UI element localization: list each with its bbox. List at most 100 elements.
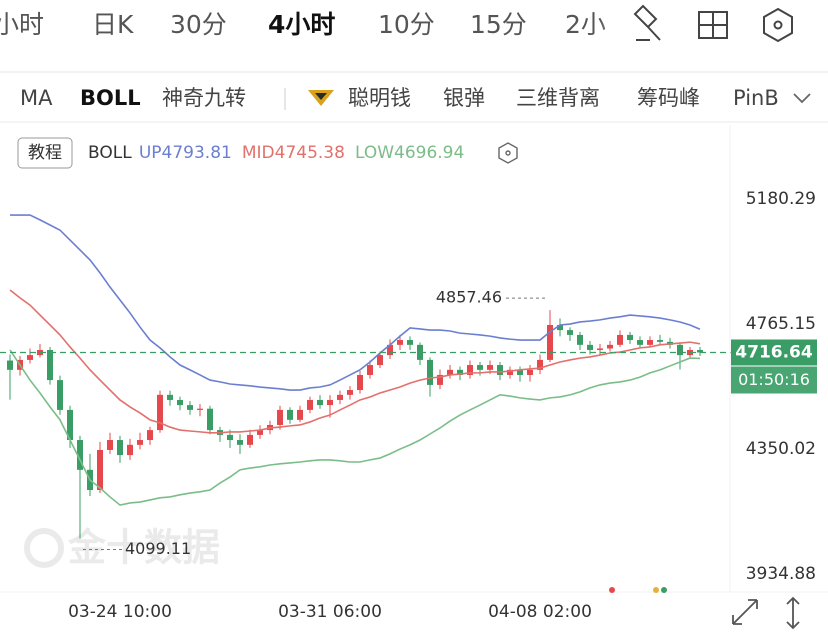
tab-bar: 小时 日K 30分 4小时 10分 15分 2小 <box>0 10 606 39</box>
tutorial-label[interactable]: 教程 <box>28 143 62 163</box>
band-line <box>10 214 701 391</box>
candle-body <box>227 434 233 441</box>
candle-body <box>127 444 133 456</box>
candle-body <box>57 380 63 410</box>
event-dot[interactable] <box>661 587 667 593</box>
candle-body <box>117 440 123 456</box>
tutorial-button[interactable] <box>17 137 73 169</box>
candle-body <box>497 365 503 375</box>
candle-body <box>427 359 433 385</box>
tab[interactable]: 小时 <box>0 10 44 39</box>
indicator[interactable]: 三维背离 <box>516 86 600 110</box>
layout-icon[interactable] <box>698 11 728 39</box>
indicator[interactable]: PinB <box>733 86 779 110</box>
candle-body <box>27 355 33 360</box>
y-tick-label: 3934.88 <box>746 564 816 584</box>
candle-body <box>507 369 513 375</box>
indicator[interactable]: MA <box>20 86 53 110</box>
candle-body <box>287 409 293 420</box>
min-label: 4099.11 <box>125 539 191 558</box>
y-tick-label: 5180.29 <box>746 189 816 209</box>
candle-body <box>137 440 143 445</box>
candle-body <box>467 365 473 375</box>
candle-body <box>627 334 633 341</box>
candle-body <box>587 344 593 350</box>
price-box <box>731 339 817 366</box>
candle-body <box>577 334 583 345</box>
tab[interactable]: 日K <box>92 10 134 39</box>
legend-value: 4745.38 <box>275 143 345 163</box>
candle-body <box>167 394 173 400</box>
candle-body <box>637 340 643 345</box>
draw-tool-icon[interactable] <box>633 4 661 41</box>
tab[interactable]: 2小 <box>565 10 606 39</box>
candle-body <box>347 390 353 395</box>
indicator-selected[interactable]: BOLL <box>80 86 141 110</box>
candle-body <box>437 374 443 385</box>
legend-text: BOLL UP4793.81 MID4745.38 LOW4696.94 <box>88 143 464 163</box>
settings-icon[interactable] <box>763 7 793 43</box>
legend-name: MID <box>242 143 275 163</box>
candle-body <box>107 440 113 450</box>
candle-body <box>447 369 453 375</box>
candle-body <box>407 340 413 345</box>
tab[interactable]: 15分 <box>470 10 527 39</box>
candle-body <box>597 348 603 350</box>
x-tick-label: 03-24 10:00 <box>68 602 172 622</box>
band-line <box>9 349 701 506</box>
candle-body <box>517 369 523 375</box>
candle-body <box>697 349 703 353</box>
legend-name: LOW <box>355 143 394 163</box>
candle-body <box>457 369 463 375</box>
candle-body <box>97 449 103 491</box>
candle-body <box>357 374 363 391</box>
candle-body <box>477 365 483 370</box>
tab-selected[interactable]: 4小时 <box>268 10 335 39</box>
tab[interactable]: 30分 <box>170 10 227 39</box>
legend-value: 4696.94 <box>394 143 464 163</box>
indicator[interactable]: 聪明钱 <box>348 86 411 110</box>
tab[interactable]: 10分 <box>378 10 435 39</box>
tab-fade <box>600 0 630 55</box>
candle-body <box>247 434 253 445</box>
candle-body <box>617 334 623 345</box>
candle-body <box>657 340 663 342</box>
legend-name: UP <box>139 143 162 163</box>
price-label: 4716.64 <box>735 342 813 362</box>
candle-body <box>77 440 83 470</box>
watermark: 金十数据 <box>24 526 220 570</box>
candle-body <box>317 399 323 406</box>
toolbar-icons <box>633 4 793 43</box>
candle-body <box>387 344 393 356</box>
countdown-box <box>731 366 817 394</box>
bottom-icons <box>732 596 800 630</box>
indicator-bar: MA BOLL 神奇九转 聪明钱 银弹 三维背离 筹码峰 PinB <box>20 86 811 110</box>
candle-body <box>647 340 653 345</box>
legend-value: 4793.81 <box>162 143 232 163</box>
candle-body <box>527 369 533 375</box>
scale-icon[interactable] <box>786 596 800 630</box>
expand-chevron[interactable] <box>793 93 811 104</box>
indicator[interactable]: 银弹 <box>443 86 485 110</box>
smart-money-icon-inner <box>315 93 327 100</box>
candle-body <box>367 365 373 375</box>
legend-settings-icon[interactable] <box>498 142 518 164</box>
event-dot[interactable] <box>609 587 615 593</box>
candle-body <box>257 430 263 435</box>
candle-body <box>377 355 383 366</box>
indicator[interactable]: 筹码峰 <box>637 86 700 110</box>
band-line <box>9 289 701 434</box>
candle-body <box>537 359 543 370</box>
candle-body <box>237 440 243 445</box>
candle-body <box>487 365 493 370</box>
event-dot[interactable] <box>653 587 659 593</box>
indicator[interactable]: 神奇九转 <box>162 86 246 110</box>
candle-body <box>177 399 183 406</box>
fullscreen-icon[interactable] <box>732 599 758 625</box>
candle-body <box>337 394 343 400</box>
candle-body <box>547 324 553 360</box>
candle-body <box>397 340 403 345</box>
max-label: 4857.46 <box>436 288 502 307</box>
candle-body <box>567 330 573 335</box>
candle-body <box>7 360 13 370</box>
